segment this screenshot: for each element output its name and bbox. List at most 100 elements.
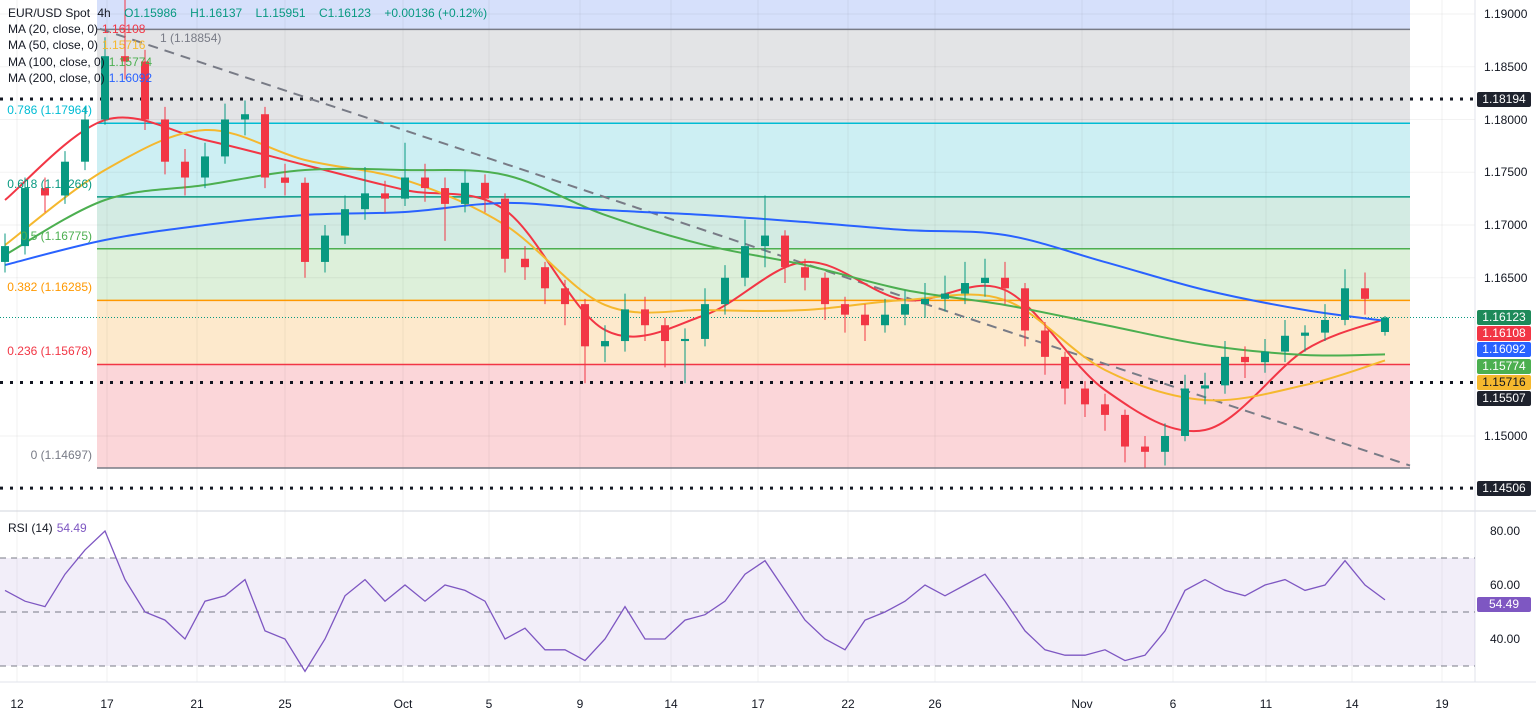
time-axis-label: 26 [928,697,942,711]
candle [41,177,49,213]
candle [321,225,329,273]
candle-body [661,325,669,342]
candle-body [901,304,909,315]
candle [541,261,549,305]
candle-body [861,314,869,326]
candle [1261,338,1269,373]
price-axis-tick: 1.17000 [1484,218,1528,232]
rsi-value: 54.49 [56,521,87,535]
candle-body [241,114,249,120]
candle [61,151,69,204]
candle-body [541,267,549,289]
candle [1,233,9,273]
indicator-label: MA (100, close, 0) [8,54,105,69]
candle [601,325,609,363]
candle [121,0,129,80]
indicator-value: 1.15716 [102,38,146,53]
fib-band [97,364,1410,468]
time-axis-label: 12 [10,697,24,711]
time-axis-label: 21 [190,697,204,711]
candle-body [181,161,189,178]
candle-body [741,246,749,278]
candle-body [281,177,289,183]
candle [421,163,429,202]
candle-body [201,156,209,178]
candle [81,106,89,171]
candle [261,106,269,189]
candle [1381,316,1389,336]
candle [681,328,689,384]
price-label: 1.15507 [1477,391,1531,406]
candle-body [621,309,629,342]
candle [241,100,249,136]
candle-body [61,161,69,196]
rsi-label: RSI (14) [8,521,53,535]
candle [561,279,569,326]
candle-body [301,182,309,262]
price-axis-tick: 1.18500 [1484,59,1528,74]
indicator-ma50[interactable]: MA (50, close, 0) 1.15716 [8,37,487,53]
indicator-ma20[interactable]: MA (20, close, 0) 1.16108 [8,21,487,37]
candle [141,49,149,131]
candle-body [801,267,809,278]
candle-body [361,193,369,210]
candle-body [121,56,129,62]
candle [941,275,949,312]
candle [841,296,849,333]
candle [581,298,589,384]
price-label: 1.15774 [1477,358,1531,374]
time-axis-label: 5 [485,697,493,711]
candle-body [1341,288,1349,320]
fib-band [97,196,1410,249]
candle-body [581,304,589,347]
candle [101,37,109,125]
fib-level-label: 0.618 (1.17266) [7,176,92,191]
candle [521,246,529,280]
price-label: 1.16108 [1477,326,1531,342]
candle-body [1021,288,1029,331]
candle [1061,351,1069,405]
indicator-ma100[interactable]: MA (100, close, 0) 1.15774 [8,54,487,70]
time-axis-label: Nov [1071,697,1093,711]
chart-legend: EUR/USD Spot 4h O1.15986 H1.16137 L1.159… [8,5,487,86]
candle [1201,372,1209,405]
interval[interactable]: 4h [97,6,111,20]
candle [721,265,729,315]
price-axis-tick: 1.17500 [1484,165,1528,180]
candle-body [1181,388,1189,436]
candle [401,142,409,207]
open-value: O1.15986 [124,6,177,20]
candle [461,170,469,213]
candle-body [141,61,149,120]
price-label: 1.14506 [1477,480,1531,496]
candle [861,304,869,342]
indicator-ma200[interactable]: MA (200, close, 0) 1.16092 [8,70,487,86]
candle [1041,322,1049,375]
candle [961,261,969,305]
indicator-label: MA (200, close, 0) [8,70,105,85]
candle-body [41,188,49,196]
price-label: 1.15716 [1477,374,1531,390]
candle-body [1,246,9,262]
price-axis-tick: 1.18000 [1484,112,1528,127]
time-axis-label: 14 [1345,697,1359,711]
rsi-axis-tick: 60.00 [1490,578,1521,592]
symbol-name[interactable]: EUR/USD Spot [8,6,91,20]
price-label: 1.16123 [1477,310,1531,325]
candle-body [521,258,529,268]
candle-body [1041,330,1049,357]
candle [161,106,169,175]
candle-body [641,309,649,326]
candle-body [561,288,569,305]
candle-body [341,209,349,236]
candle [741,219,749,287]
candle [761,195,769,268]
candle-body [821,277,829,305]
candle [1001,261,1009,305]
rsi-legend[interactable]: RSI (14) 54.49 [8,521,87,535]
candle-body [881,314,889,326]
candle-body [1261,351,1269,363]
rsi-axis-tick: 40.00 [1490,632,1521,646]
candle [641,296,649,342]
